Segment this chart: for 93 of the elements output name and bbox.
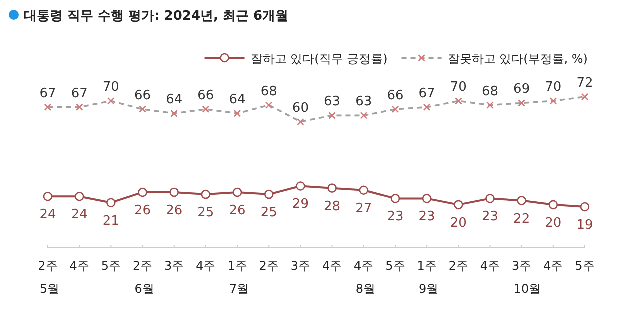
- point: [297, 118, 304, 126]
- point: [106, 198, 116, 208]
- x-tick-label: 4주: [480, 259, 500, 273]
- x-tick-label: 4주: [544, 259, 564, 273]
- data-label: 67: [418, 86, 436, 102]
- x-tick-label: 3주 10월: [512, 259, 542, 296]
- point: [43, 192, 53, 202]
- data-label: 24: [40, 208, 56, 223]
- point: [138, 188, 148, 198]
- data-label: 69: [514, 82, 530, 98]
- point: [392, 106, 400, 114]
- data-label: 28: [324, 199, 341, 214]
- data-label: 60: [292, 100, 309, 116]
- data-label: 64: [166, 92, 183, 108]
- x-tick-label: 5주: [101, 259, 121, 273]
- x-tick-label: 2주 5월: [38, 259, 60, 296]
- point: [486, 102, 494, 109]
- data-label: 20: [545, 216, 562, 231]
- data-label: 68: [482, 84, 499, 100]
- point: [296, 182, 306, 191]
- data-label: 67: [71, 86, 88, 102]
- data-label: 63: [324, 94, 341, 110]
- data-label: 63: [356, 94, 372, 110]
- point: [517, 196, 526, 206]
- data-label: 29: [292, 197, 309, 212]
- data-label: 24: [71, 208, 88, 223]
- point: [454, 98, 462, 105]
- x-tick-label: 4주: [70, 259, 90, 273]
- data-label: 66: [134, 88, 152, 104]
- data-label: 23: [482, 210, 499, 225]
- x-tick-label: 3주: [164, 259, 184, 273]
- point: [170, 188, 180, 198]
- data-label: 70: [450, 80, 467, 96]
- data-label: 66: [198, 88, 214, 104]
- x-tick-label: 4주 8월: [354, 259, 376, 296]
- data-label: 70: [545, 80, 562, 96]
- point: [170, 110, 178, 118]
- data-label: 23: [418, 210, 436, 225]
- point: [359, 186, 369, 196]
- point: [202, 106, 210, 114]
- point: [390, 194, 400, 204]
- data-label: 25: [260, 206, 278, 221]
- data-label: 25: [198, 206, 214, 221]
- point: [548, 200, 558, 210]
- data-label: 64: [229, 92, 246, 108]
- point: [486, 194, 495, 204]
- data-label: 66: [387, 88, 404, 104]
- point: [328, 112, 336, 120]
- point: [328, 184, 337, 193]
- data-label: 26: [229, 203, 246, 218]
- point: [360, 112, 368, 120]
- x-tick-label: 4주: [322, 259, 342, 273]
- point: [139, 106, 146, 114]
- data-label: 22: [514, 212, 530, 227]
- point: [454, 200, 464, 210]
- point: [264, 190, 274, 200]
- x-tick-label: 3주: [290, 259, 311, 273]
- x-tick-label: 2주: [448, 259, 468, 273]
- x-tick-label: 4주: [196, 259, 216, 273]
- data-label: 68: [260, 84, 278, 100]
- point: [518, 100, 526, 107]
- point: [265, 102, 273, 109]
- data-label: 23: [387, 210, 404, 225]
- legend-label: 잘하고 있다(직무 긍정률): [250, 52, 388, 66]
- point: [44, 104, 52, 112]
- point: [580, 202, 590, 212]
- data-label: 27: [356, 201, 372, 216]
- x-tick-label: 1주 7월: [228, 259, 250, 296]
- data-label: 70: [102, 80, 120, 96]
- data-label: 26: [166, 203, 183, 218]
- legend-label: 잘못하고 있다(부정률, %): [448, 52, 588, 66]
- x-tick-label: 2주: [259, 259, 279, 273]
- x-tick-label: 1주 9월: [417, 259, 439, 296]
- point: [201, 190, 211, 200]
- data-label: 20: [450, 216, 467, 231]
- x-tick-label: 2주 6월: [132, 259, 154, 296]
- data-label: 67: [40, 86, 56, 102]
- data-label: 26: [134, 203, 152, 218]
- point: [74, 192, 84, 202]
- point: [108, 98, 115, 105]
- title: 대통령 직무 수행 평가: 2024년, 최근 6개월: [9, 9, 289, 24]
- point: [76, 104, 84, 112]
- x-tick-label: 5주: [386, 259, 406, 273]
- point: [581, 93, 589, 101]
- point: [550, 98, 558, 105]
- point: [232, 188, 242, 198]
- data-label: 19: [576, 218, 594, 233]
- point: [422, 194, 432, 204]
- point: [423, 104, 431, 112]
- data-label: 72: [576, 76, 594, 91]
- point: [234, 110, 242, 118]
- data-label: 21: [102, 214, 120, 229]
- x-tick-label: 5주: [575, 259, 595, 273]
